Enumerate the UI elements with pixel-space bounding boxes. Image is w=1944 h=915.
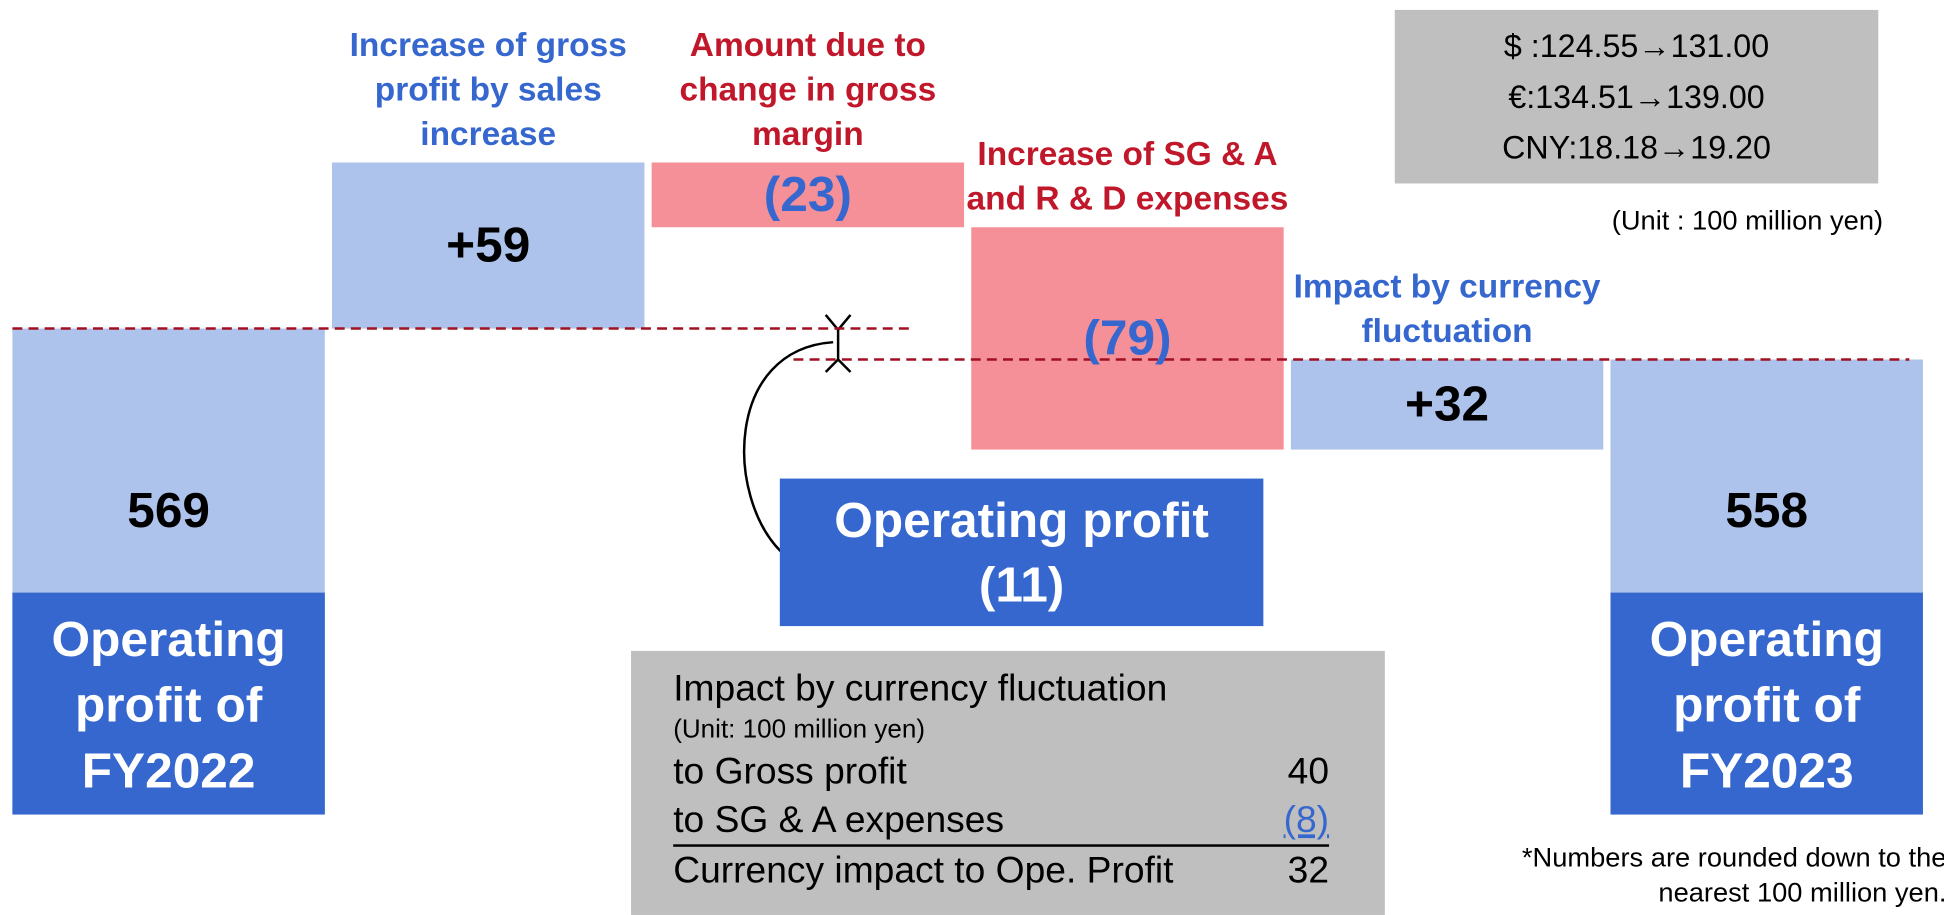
category-label: Operating profit of FY2023 [1649,612,1884,799]
table-unit: (Unit: 100 million yen) [673,715,926,744]
value-label: 558 [1725,483,1809,539]
footnote: *Numbers are rounded down to the nearest… [1521,841,1944,908]
category-label: Operating profit of FY2022 [51,612,286,799]
unit-note: (Unit : 100 million yen) [1611,204,1884,236]
total-label-box [12,592,325,815]
exchange-rate-box: $ :124.55→131.00 €:134.51→139.00 CNY:18.18… [1394,9,1879,184]
table-row: to SG & A expenses (8) [673,797,1330,847]
total-label-box [1610,592,1923,815]
value-label: (23) [763,167,852,223]
currency-table: Impact by currency fluctuation (Unit: 10… [631,650,1385,915]
change-value: (11) [978,557,1065,613]
row-value: (8) [1283,799,1330,841]
bracket-arrow [742,340,834,553]
table-row: to Gross profit 40 [673,748,1329,798]
row-value: 32 [1287,850,1330,892]
category-label: Impact by currency fluctuation [1293,267,1601,350]
category-label: Amount due to change in gross margin [679,26,937,153]
category-label: Increase of SG & A and R & D expenses [966,135,1289,218]
row-label: Currency impact to Ope. Profit [673,850,1174,892]
row-value: 40 [1287,751,1330,793]
exchange-rate: CNY:18.18→19.20 [1502,128,1771,167]
value-label: (79) [1083,311,1172,366]
table-title: Impact by currency fluctuation [673,668,1168,710]
bar [332,162,645,329]
change-label: Operating profit [834,493,1209,548]
table-row: Currency impact to Ope. Profit 32 [673,847,1329,897]
bar [651,162,965,228]
category-label: Increase of gross profit by sales increa… [349,26,627,153]
row-label: to SG & A expenses [673,799,1005,841]
value-label: +32 [1405,377,1490,432]
exchange-rate: €:134.51→139.00 [1508,78,1765,116]
value-label: 569 [127,483,210,539]
bar [971,227,1284,450]
value-label: +59 [446,218,531,273]
change-box: Operating profit (11) [779,478,1264,627]
exchange-rate: $ :124.55→131.00 [1503,27,1770,65]
row-label: to Gross profit [673,751,907,793]
bar [1290,359,1604,450]
